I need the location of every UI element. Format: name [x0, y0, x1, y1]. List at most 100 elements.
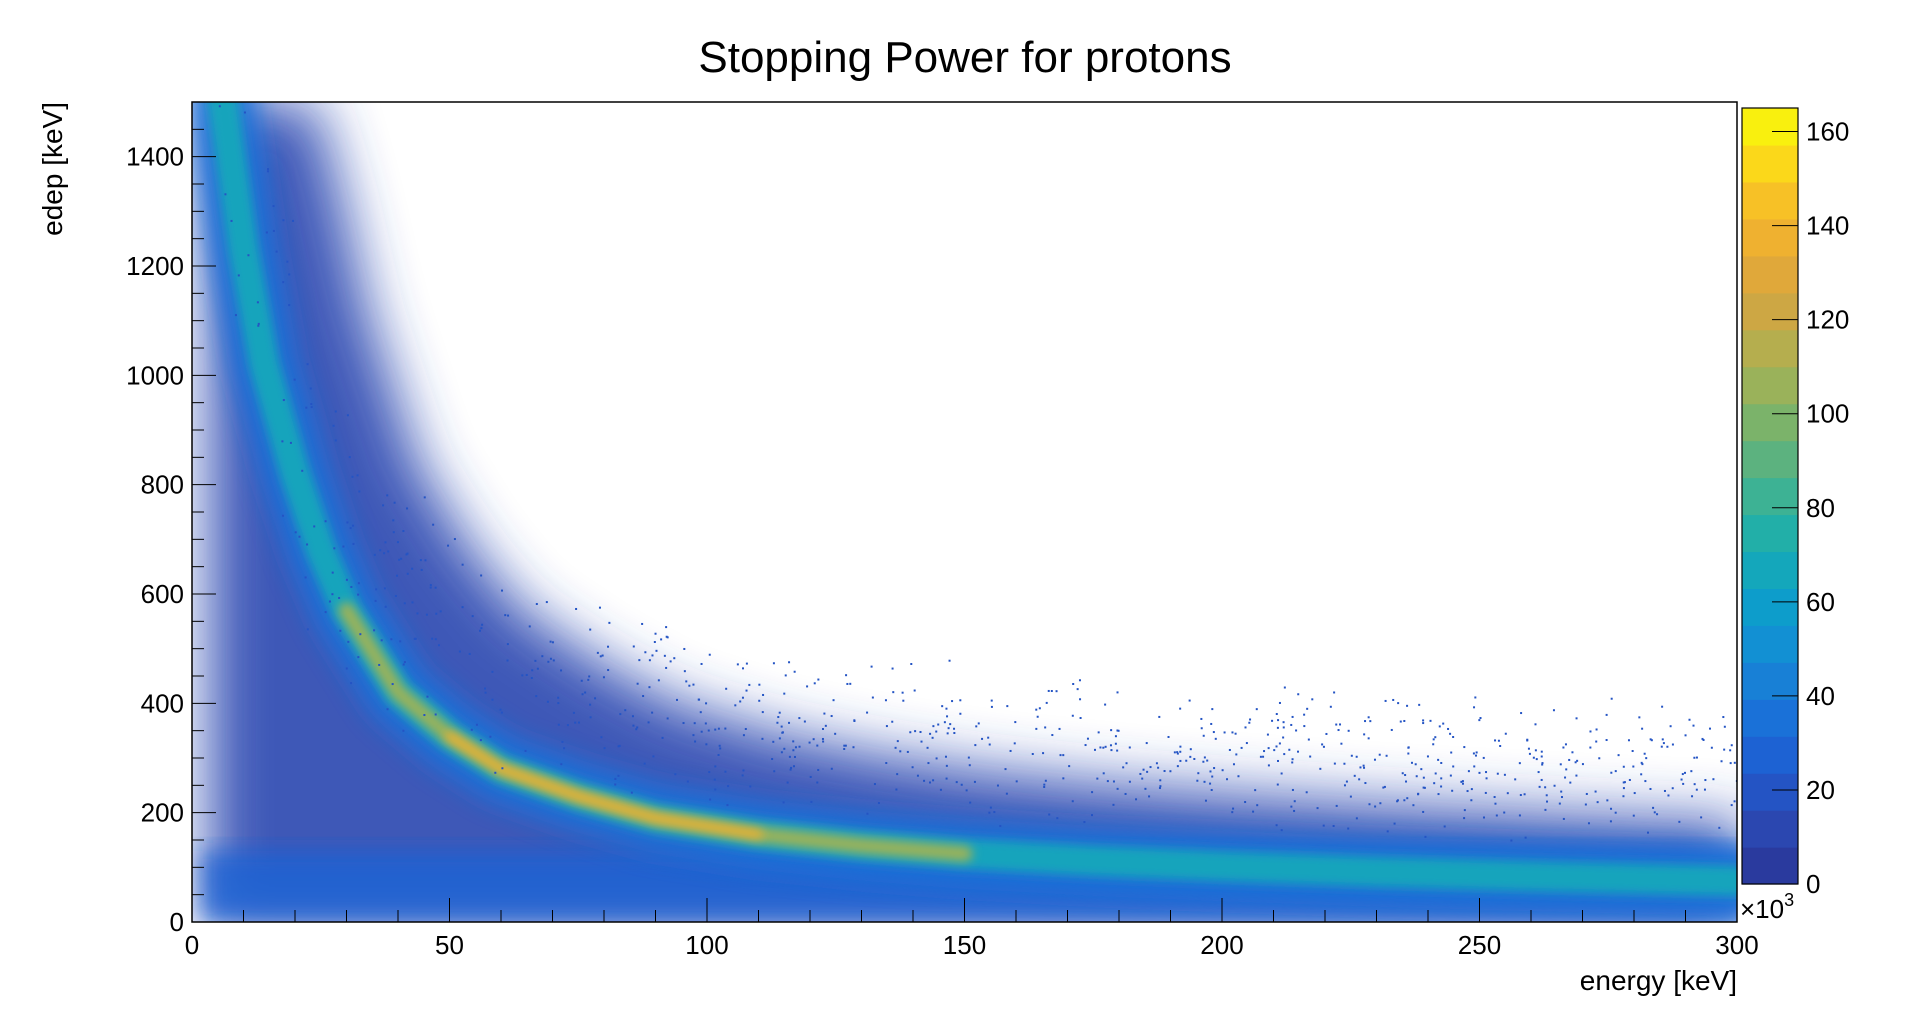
- speckle-point: [816, 781, 819, 784]
- speckle-point: [1093, 748, 1096, 751]
- speckle-point: [717, 754, 720, 757]
- speckle-point: [990, 699, 993, 702]
- speckle-point: [714, 765, 717, 768]
- speckle-point: [1474, 696, 1477, 699]
- speckle-point: [414, 637, 417, 640]
- speckle-point: [1015, 780, 1018, 783]
- speckle-point: [1116, 749, 1119, 752]
- speckle-point: [1332, 824, 1335, 827]
- speckle-point: [328, 600, 331, 603]
- speckle-point: [1306, 707, 1309, 710]
- speckle-point: [832, 699, 835, 702]
- speckle-point: [557, 696, 560, 699]
- speckle-point: [1540, 750, 1543, 753]
- speckle-point: [910, 663, 913, 666]
- speckle-point: [1622, 787, 1625, 790]
- speckle-point: [1609, 820, 1612, 823]
- speckle-point: [1723, 748, 1726, 751]
- speckle-point: [1631, 750, 1634, 753]
- speckle-point: [419, 559, 422, 562]
- speckle-point: [1139, 772, 1142, 775]
- speckle-point: [1179, 750, 1182, 753]
- speckle-point: [528, 625, 531, 628]
- y-tick-label: 600: [141, 579, 184, 609]
- speckle-point: [1106, 780, 1109, 783]
- speckle-point: [1385, 754, 1388, 757]
- speckle-point: [589, 628, 592, 631]
- speckle-point: [1185, 759, 1188, 762]
- speckle-point: [1267, 764, 1270, 767]
- speckle-point: [783, 692, 786, 695]
- speckle-point: [1142, 768, 1145, 771]
- speckle-point: [1571, 751, 1574, 754]
- speckle-point: [501, 589, 504, 592]
- speckle-point: [557, 702, 560, 705]
- speckle-point: [630, 791, 633, 794]
- speckle-point: [899, 750, 902, 753]
- speckle-point: [346, 521, 349, 524]
- speckle-point: [1397, 702, 1400, 705]
- speckle-point: [1280, 829, 1283, 832]
- speckle-point: [1633, 792, 1636, 795]
- speckle-point: [943, 721, 946, 724]
- speckle-point: [1013, 742, 1016, 745]
- speckle-point: [968, 764, 971, 767]
- speckle-point: [423, 714, 426, 717]
- speckle-point: [1406, 797, 1409, 800]
- speckle-point: [1691, 795, 1694, 798]
- speckle-point: [871, 696, 874, 699]
- speckle-point: [892, 691, 895, 694]
- speckle-point: [916, 774, 919, 777]
- colorbar-exponent-prefix: ×10: [1740, 894, 1784, 924]
- speckle-point: [387, 550, 390, 553]
- speckle-point: [1090, 814, 1093, 817]
- speckle-point: [1051, 734, 1054, 737]
- speckle-point: [479, 629, 482, 632]
- speckle-point: [1485, 777, 1488, 780]
- speckle-point: [1523, 793, 1526, 796]
- speckle-point: [1671, 787, 1674, 790]
- colorbar-band: [1742, 736, 1798, 774]
- speckle-point: [1473, 765, 1476, 768]
- speckle-point: [1461, 780, 1464, 783]
- speckle-point: [932, 725, 935, 728]
- speckle-point: [1614, 770, 1617, 773]
- speckle-point: [792, 740, 795, 743]
- speckle-point: [1451, 789, 1454, 792]
- speckle-point: [1232, 763, 1235, 766]
- speckle-point: [1104, 745, 1107, 748]
- speckle-point: [705, 702, 708, 705]
- speckle-point: [790, 766, 793, 769]
- speckle-point: [481, 623, 484, 626]
- speckle-point: [1688, 718, 1691, 721]
- speckle-point: [1202, 734, 1205, 737]
- colorbar-band: [1742, 144, 1798, 183]
- speckle-point: [306, 628, 309, 631]
- speckle-point: [1282, 726, 1285, 729]
- speckle-point: [901, 691, 904, 694]
- speckle-point: [960, 783, 963, 786]
- speckle-point: [489, 735, 492, 738]
- speckle-point: [673, 657, 676, 660]
- colorbar-exponent-power: 3: [1784, 890, 1794, 910]
- speckle-point: [1585, 792, 1588, 795]
- speckle-point: [531, 669, 534, 672]
- speckle-point: [357, 593, 360, 596]
- speckle-point: [332, 424, 335, 427]
- speckle-point: [788, 721, 791, 724]
- speckle-point: [1146, 770, 1149, 773]
- speckle-point: [949, 723, 952, 726]
- speckle-point: [1340, 742, 1343, 745]
- speckle-point: [429, 586, 432, 589]
- speckle-point: [758, 699, 761, 702]
- speckle-point: [674, 773, 677, 776]
- speckle-point: [1538, 785, 1541, 788]
- speckle-point: [1390, 728, 1393, 731]
- speckle-point: [692, 683, 695, 686]
- speckle-point: [600, 736, 603, 739]
- speckle-point: [545, 601, 548, 604]
- speckle-point: [1210, 722, 1213, 725]
- speckle-point: [298, 535, 301, 538]
- speckle-point: [624, 709, 627, 712]
- speckle-point: [557, 723, 560, 726]
